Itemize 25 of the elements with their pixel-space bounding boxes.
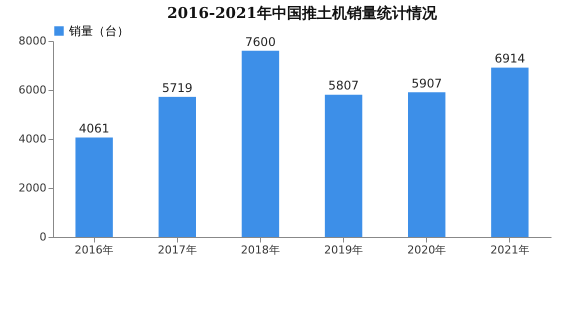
bar xyxy=(491,68,529,237)
data-label: 5719 xyxy=(162,80,193,95)
y-tick-label: 6000 xyxy=(18,84,46,96)
x-tick-label: 2017年 xyxy=(158,244,197,256)
y-tick-label: 2000 xyxy=(18,182,46,194)
y-tick-label: 8000 xyxy=(18,34,46,48)
data-label: 6914 xyxy=(494,52,526,66)
bar xyxy=(75,138,113,237)
x-tick-label: 2018年 xyxy=(240,244,280,256)
legend-label: 销量（台） xyxy=(68,24,129,38)
y-tick-label: 4000 xyxy=(18,132,46,146)
x-tick-label: 2020年 xyxy=(407,244,446,256)
x-tick-label: 2016年 xyxy=(74,244,114,256)
bar xyxy=(408,92,446,237)
bar xyxy=(242,50,280,237)
chart-title: 2016-2021年中国推土机销量统计情况 xyxy=(167,4,438,22)
y-tick-label: 0 xyxy=(40,230,46,244)
bar xyxy=(324,94,362,237)
data-label: 5807 xyxy=(328,78,359,93)
data-label: 4061 xyxy=(78,122,110,136)
bar xyxy=(158,96,196,237)
x-tick-label: 2021年 xyxy=(490,244,530,256)
data-label: 7600 xyxy=(245,34,276,49)
data-label: 5907 xyxy=(411,76,442,90)
x-tick-label: 2019年 xyxy=(324,244,364,256)
